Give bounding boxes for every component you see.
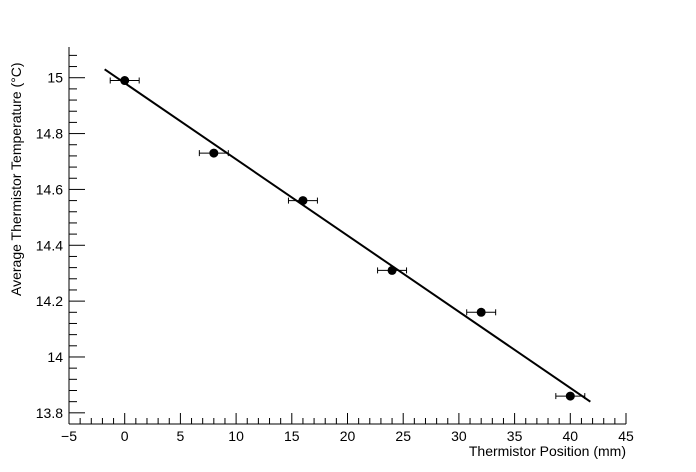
y-axis-ticks: 13.8 14 14.2 14.4 14.6 14.8 15 (36, 54, 85, 425)
data-point (120, 76, 130, 86)
x-axis-title: Thermistor Position (mm) (469, 443, 626, 459)
x-tick-label: 25 (395, 428, 411, 444)
data-point (298, 196, 308, 206)
x-tick-label: 20 (340, 428, 356, 444)
y-tick-label: 14.8 (36, 126, 63, 142)
x-tick-label: −5 (61, 428, 77, 444)
data-points (109, 76, 586, 401)
data-point (209, 148, 219, 158)
y-tick-label: 14 (47, 349, 63, 365)
data-point (476, 307, 486, 317)
x-axis-ticks: −5 0 5 10 15 20 25 30 35 40 45 (61, 413, 634, 444)
data-point (387, 265, 397, 275)
fit-line (104, 68, 591, 403)
y-tick-label: 14.4 (36, 237, 63, 253)
y-tick-label: 13.8 (36, 405, 63, 421)
x-tick-label: 35 (507, 428, 523, 444)
x-tick-label: 5 (177, 428, 185, 444)
y-tick-label: 14.6 (36, 181, 63, 197)
x-tick-label: 10 (228, 428, 244, 444)
y-tick-label: 14.2 (36, 293, 63, 309)
x-tick-label: 45 (618, 428, 634, 444)
x-tick-label: 15 (284, 428, 300, 444)
y-tick-label: 15 (47, 70, 63, 86)
y-axis-title: Average Thermistor Temperature (°C) (8, 62, 24, 296)
fit-line-group (104, 68, 591, 403)
x-tick-label: 40 (563, 428, 579, 444)
x-tick-label: 30 (451, 428, 467, 444)
x-tick-label: 0 (121, 428, 129, 444)
data-point (565, 391, 575, 401)
